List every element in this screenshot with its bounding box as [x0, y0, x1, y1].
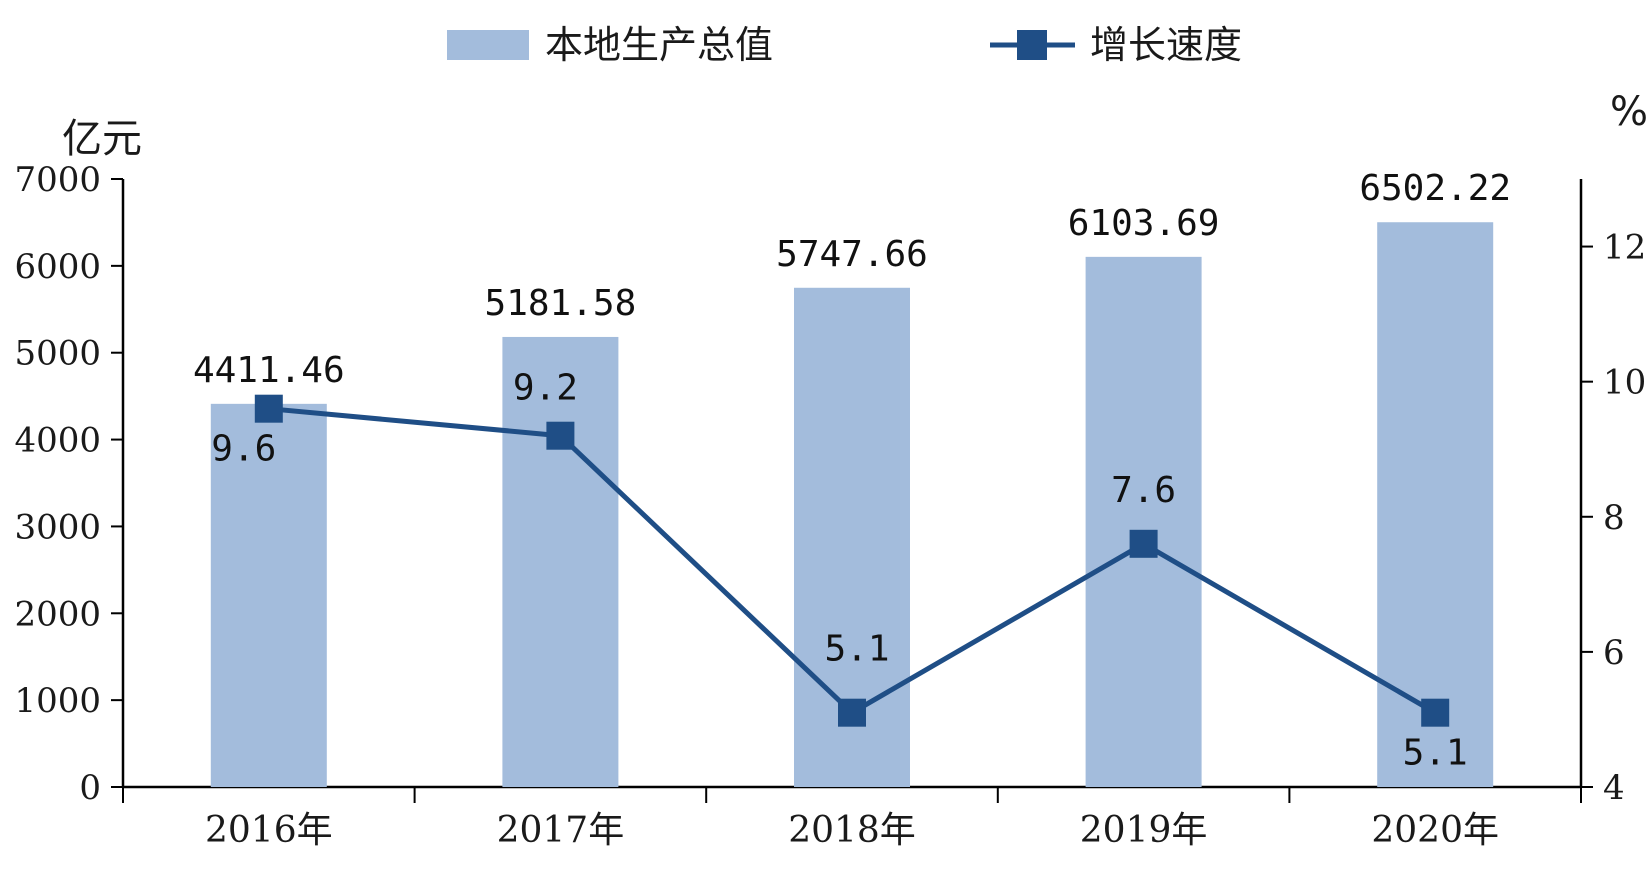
line-value-label: 5.1 [1403, 733, 1468, 774]
y-left-tick-label: 7000 [14, 160, 101, 200]
category-label: 2020年 [1371, 810, 1499, 851]
bar [502, 336, 619, 787]
line-marker [546, 421, 575, 450]
line-data-labels: 9.6 9.2 5.1 7.6 5.1 [211, 368, 1467, 774]
bar-value-label: 4411.46 [193, 350, 345, 391]
y-right-tick-label: 12 [1603, 228, 1646, 268]
y-left-tick-label: 5000 [14, 334, 101, 374]
line-value-label: 7.6 [1111, 470, 1176, 511]
y-left-tick-label: 4000 [14, 421, 101, 461]
y-right-tick-label: 8 [1603, 498, 1625, 538]
legend-label-bar: 本地生产总值 [545, 23, 773, 67]
line-value-label: 9.2 [513, 368, 578, 409]
legend-swatch-marker [1017, 30, 1047, 60]
y-right-tick-label: 4 [1603, 768, 1625, 808]
y-left-tick-label: 0 [79, 768, 101, 808]
line-marker [838, 698, 866, 727]
y-left-unit: 亿元 [62, 116, 142, 162]
legend: 本地生产总值 增长速度 [447, 23, 1242, 67]
legend-label-line: 增长速度 [1090, 23, 1242, 67]
y-left-tick-label: 6000 [14, 247, 101, 287]
y-left-tick-label: 3000 [14, 507, 101, 547]
bar-value-label: 6502.22 [1359, 168, 1511, 209]
line-marker [1129, 529, 1158, 558]
y-right-unit: % [1610, 89, 1647, 135]
bar-value-label: 5747.66 [776, 234, 928, 275]
category-labels: 2016年 2017年 2018年 2019年 2020年 [205, 810, 1499, 851]
y-right-tick-label: 10 [1603, 363, 1646, 403]
category-label: 2016年 [205, 810, 333, 851]
bar-value-label: 5181.58 [485, 283, 637, 324]
line-series [254, 394, 1450, 727]
bar-data-labels: 4411.46 5181.58 5747.66 6103.69 6502.22 [193, 168, 1511, 391]
line-value-label: 5.1 [824, 629, 889, 670]
category-label: 2018年 [788, 810, 916, 851]
y-right-tick-label: 6 [1603, 633, 1625, 673]
legend-swatch-bar [447, 30, 529, 60]
bar-series [210, 222, 1494, 788]
y-left-tick-label: 2000 [14, 594, 101, 634]
line-value-label: 9.6 [211, 429, 276, 470]
y-left-tick-label: 1000 [14, 681, 101, 721]
bar [210, 403, 327, 787]
line-marker [1421, 698, 1450, 727]
axes: 0 1000 2000 3000 4000 5000 6000 7000 4 6 8 10 12 [14, 160, 1646, 808]
bar-value-label: 6103.69 [1068, 203, 1220, 244]
bar [1085, 256, 1202, 787]
category-label: 2017年 [497, 810, 625, 851]
line-marker [254, 394, 283, 423]
category-label: 2019年 [1080, 810, 1208, 851]
